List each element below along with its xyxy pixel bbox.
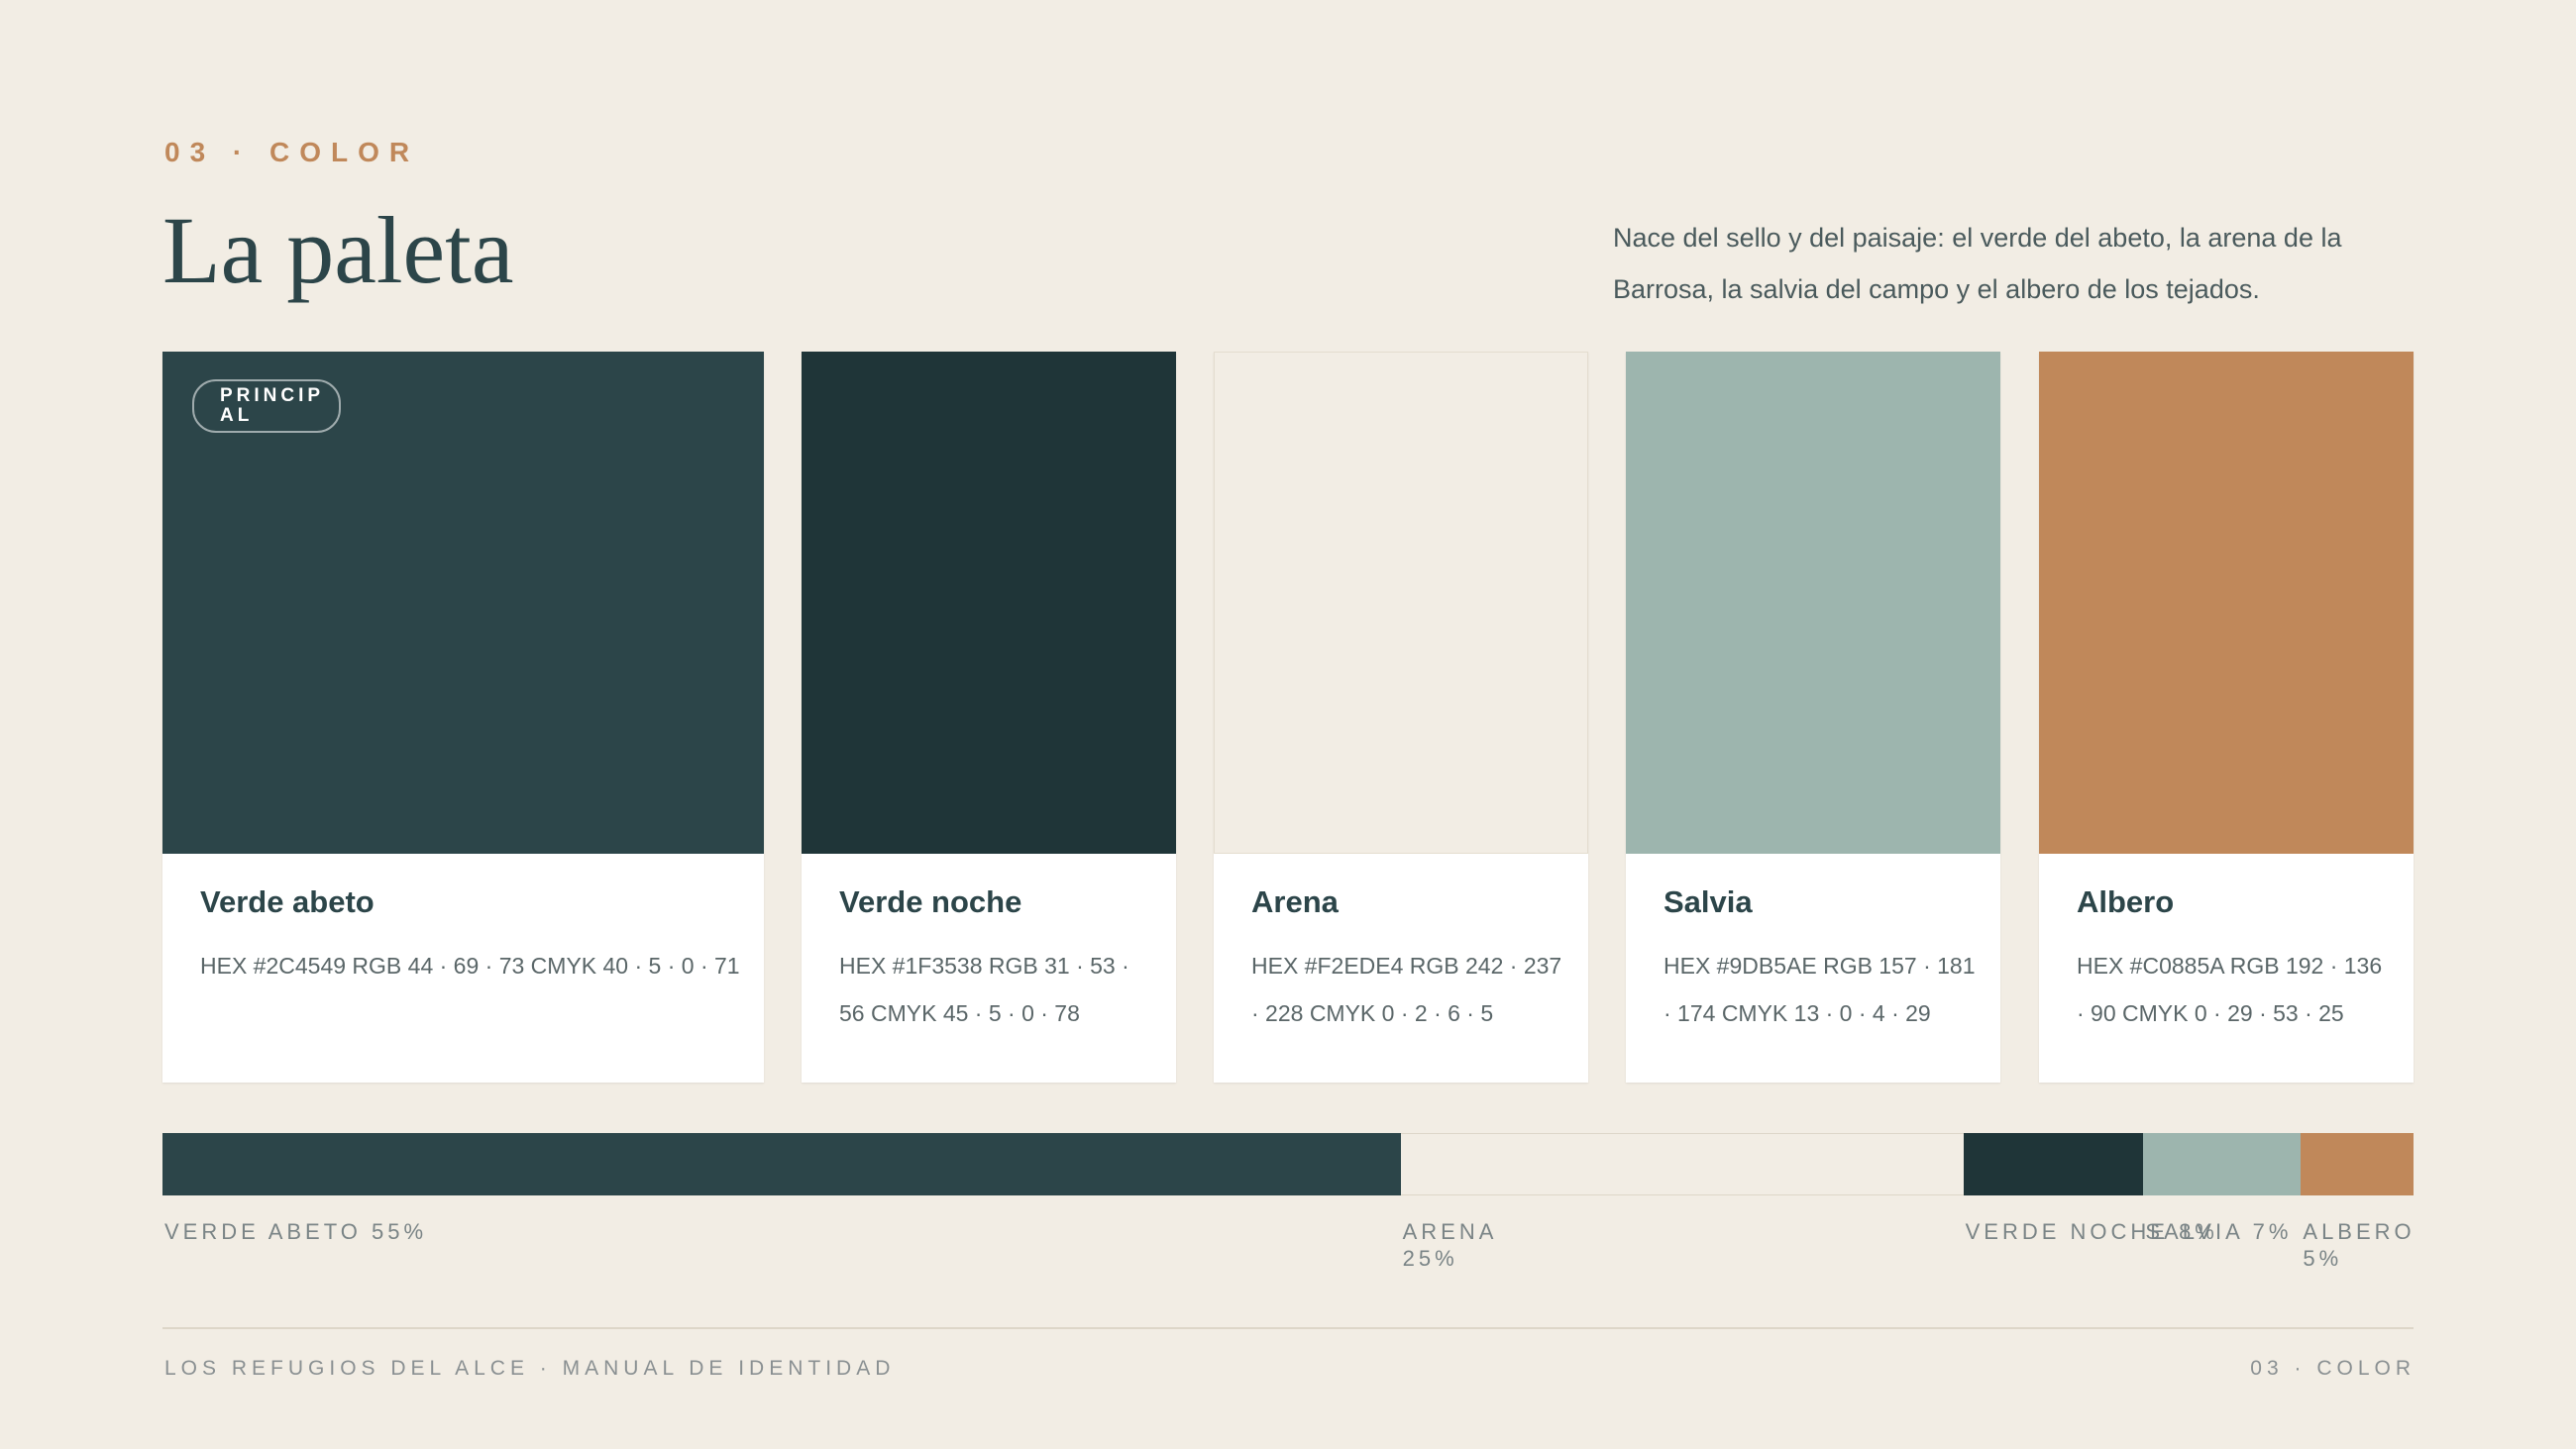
proportion-segment bbox=[1400, 1133, 1964, 1195]
proportion-segment bbox=[2143, 1133, 2302, 1195]
proportion-label: VERDE ABETO 55% bbox=[164, 1219, 428, 1244]
color-name: Verde abeto bbox=[200, 884, 375, 919]
color-specs: HEX #2C4549 RGB 44 · 69 · 73 CMYK 40 · 5… bbox=[200, 953, 740, 979]
color-swatch bbox=[1626, 352, 2000, 854]
proportion-segment bbox=[2301, 1133, 2414, 1195]
footer-left: LOS REFUGIOS DEL ALCE · MANUAL DE IDENTI… bbox=[164, 1357, 896, 1380]
color-card: Arena HEX #F2EDE4 RGB 242 · 237 · 228 CMY… bbox=[1214, 352, 1588, 1083]
color-swatch bbox=[1214, 352, 1588, 854]
color-swatch bbox=[2039, 352, 2414, 854]
footer-rule bbox=[162, 1327, 2414, 1329]
page-title: La paleta bbox=[162, 197, 514, 303]
color-card: Salvia HEX #9DB5AE RGB 157 · 181 · 174 CM… bbox=[1626, 352, 2000, 1083]
proportion-label: SALVIA 7% bbox=[2145, 1219, 2293, 1244]
color-name: Albero bbox=[2077, 884, 2175, 919]
color-swatch: PRINCIPAL bbox=[162, 352, 764, 854]
color-name: Arena bbox=[1251, 884, 1339, 919]
proportion-label: ALBERO 5% bbox=[2303, 1219, 2415, 1271]
footer-right: 03 · COLOR bbox=[2250, 1357, 2415, 1380]
color-card: Verde noche HEX #1F3538 RGB 31 · 53 · 56 … bbox=[802, 352, 1176, 1083]
color-specs: HEX #9DB5AE RGB 157 · 181 · 174 CMYK 13 … bbox=[1664, 953, 1976, 1026]
color-specs: HEX #C0885A RGB 192 · 136 · 90 CMYK 0 · … bbox=[2077, 953, 2383, 1026]
proportion-segment bbox=[162, 1133, 1401, 1195]
proportion-bar bbox=[162, 1133, 2414, 1195]
eyebrow: 03 · COLOR bbox=[164, 137, 420, 167]
proportion-label: ARENA 25% bbox=[1402, 1219, 1497, 1271]
color-specs: HEX #F2EDE4 RGB 242 · 237 · 228 CMYK 0 ·… bbox=[1251, 953, 1562, 1026]
badge: PRINCIPAL bbox=[192, 379, 341, 433]
color-swatch bbox=[802, 352, 1176, 854]
proportion-segment bbox=[1963, 1133, 2144, 1195]
color-card: PRINCIPAL Verde abeto HEX #2C4549 RGB 44 ·… bbox=[162, 352, 764, 1083]
proportion-label: VERDE NOCHE 8% bbox=[1965, 1219, 2218, 1244]
color-specs: HEX #1F3538 RGB 31 · 53 · 56 CMYK 45 · 5… bbox=[839, 953, 1129, 1026]
color-name: Verde noche bbox=[839, 884, 1022, 919]
color-name: Salvia bbox=[1664, 884, 1753, 919]
color-card: Albero HEX #C0885A RGB 192 · 136 · 90 CMY… bbox=[2039, 352, 2414, 1083]
intro: Nace del sello y del paisaje: el verde d… bbox=[1613, 223, 2342, 304]
